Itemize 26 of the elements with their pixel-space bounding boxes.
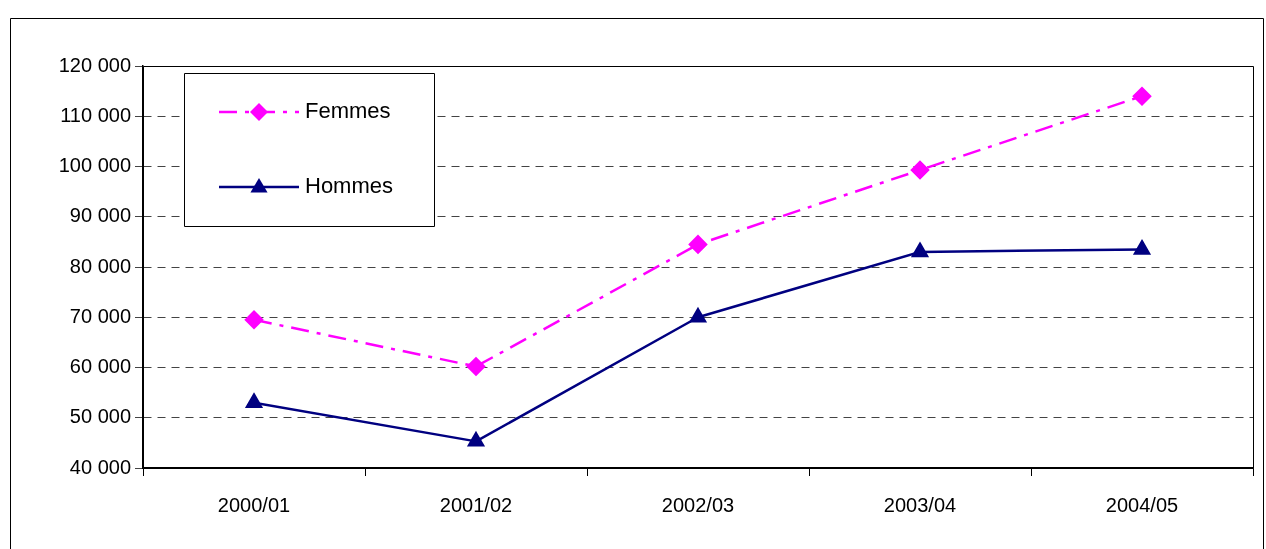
point — [911, 242, 929, 258]
point — [910, 160, 930, 180]
x-tick-label: 2001/02 — [439, 493, 513, 516]
legend-label: Femmes — [305, 98, 391, 124]
point — [467, 432, 485, 447]
point — [244, 310, 264, 330]
point — [1132, 86, 1152, 106]
y-tick-label: 70 000 — [69, 304, 131, 327]
y-tick-label: 80 000 — [69, 254, 131, 277]
y-tick-label: 90 000 — [69, 204, 131, 227]
y-tick-label: 50 000 — [69, 405, 131, 428]
x-tick-label: 2004/05 — [1105, 493, 1179, 516]
x-tick-label: 2002/03 — [661, 493, 735, 516]
point — [466, 357, 486, 376]
legend-label: Hommes — [305, 173, 394, 199]
x-tick-label: 2000/01 — [217, 493, 291, 516]
point — [689, 308, 707, 323]
y-tick-label: 100 000 — [58, 154, 131, 177]
y-tick-label: 60 000 — [69, 355, 131, 378]
point — [1133, 240, 1151, 255]
point — [688, 235, 708, 254]
y-tick-label: 110 000 — [60, 103, 131, 126]
x-tick-label: 2003/04 — [883, 493, 957, 516]
y-tick-label: 120 000 — [58, 53, 131, 76]
point — [245, 393, 263, 408]
y-tick-label: 40 000 — [69, 455, 131, 478]
